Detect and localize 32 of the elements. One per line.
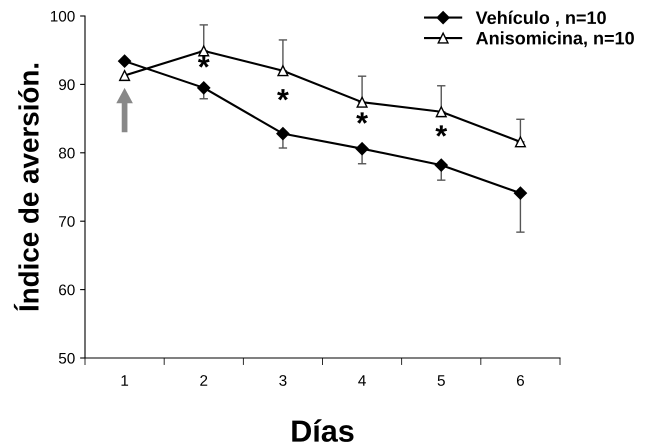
point [118,54,132,68]
y-tick-label: 70 [59,216,75,227]
point [198,45,210,56]
y-tick-label: 50 [58,352,75,364]
y-tick-label: 90 [59,79,75,90]
x-tick-label: 3 [279,375,286,386]
x-axis-title: Días [292,419,354,442]
y-tick-label: 80 [58,148,75,158]
x-tick-label: 1 [122,375,128,386]
point [197,81,210,94]
x-tick-label: 6 [516,375,524,386]
point [276,127,290,140]
point [277,65,288,76]
x-tick-label: 4 [358,375,366,386]
point [436,106,447,118]
point [355,142,369,156]
point [119,70,130,82]
point [434,158,448,172]
legend-label: Vehículo , n=10 [476,10,606,27]
annotation: * [198,56,210,68]
annotation: * [435,125,448,137]
point [514,186,528,200]
x-tick-label: 5 [438,375,445,386]
point [356,96,368,108]
x-tick-label: 2 [200,375,208,386]
annotation: * [277,89,289,100]
point [514,136,526,148]
y-tick-label: 60 [59,284,75,296]
y-tick-label: 100 [50,10,75,22]
legend-label: Anisomicina, n=10 [476,31,634,48]
y-axis-title: Índice de aversión. [14,64,39,311]
annotation: * [356,112,368,124]
